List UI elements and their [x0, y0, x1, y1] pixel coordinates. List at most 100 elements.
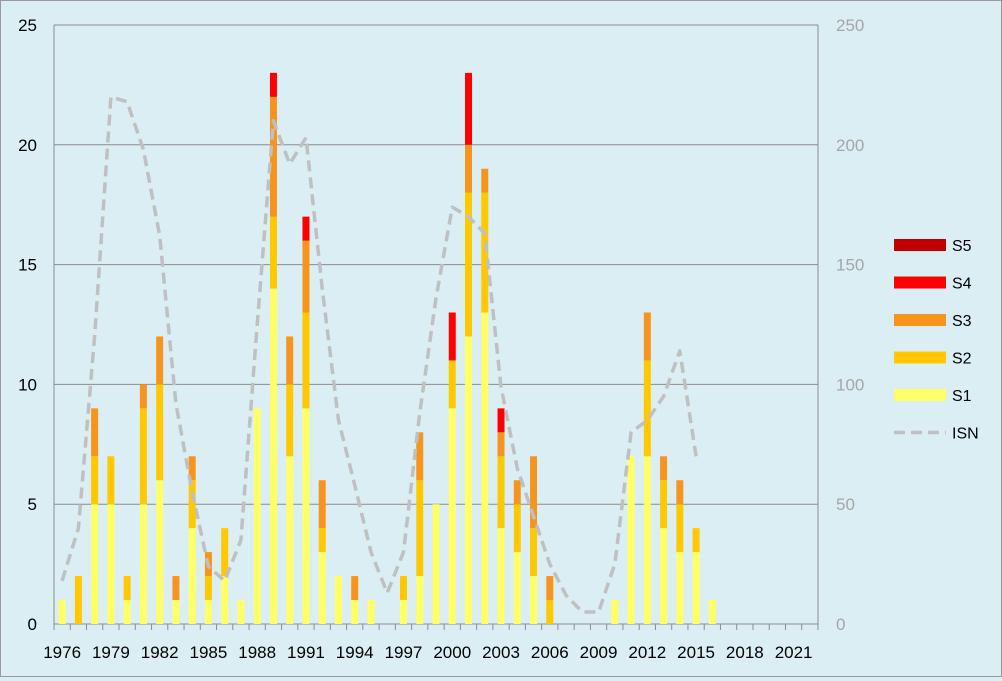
bar-s2 [513, 504, 521, 553]
bar-s1 [692, 552, 700, 624]
bar-s2 [676, 504, 684, 553]
isn-line [60, 95, 698, 614]
bar-s2 [74, 576, 82, 624]
bar-s1 [367, 600, 375, 624]
legend-label-s4: S4 [952, 276, 972, 293]
bar-s1 [465, 336, 473, 624]
bar-s1 [221, 576, 229, 624]
bar-s3 [269, 96, 277, 217]
bar-s1 [351, 600, 359, 624]
bar-s1 [497, 528, 505, 624]
x-axis-tick-label: 1994 [336, 643, 374, 662]
bar-s3 [286, 336, 294, 385]
x-axis-tick-label: 2003 [482, 643, 520, 662]
x-axis-tick-label: 2009 [580, 643, 618, 662]
bar-s1 [253, 408, 261, 624]
bar-s2 [139, 408, 147, 505]
bar-s3 [351, 576, 359, 601]
bar-s2 [156, 384, 164, 481]
bar-s2 [643, 360, 651, 457]
bar-s2 [107, 456, 115, 505]
bar-s1 [156, 480, 164, 624]
bar-s2 [188, 480, 196, 529]
bar-s1 [286, 456, 294, 624]
bar-s1 [481, 312, 489, 624]
bar-s1 [432, 504, 440, 624]
x-axis-tick-label: 2000 [433, 643, 471, 662]
legend-label-isn: ISN [952, 426, 979, 443]
bar-s2 [497, 456, 505, 529]
left-axis-tick-label: 20 [18, 136, 37, 155]
bar-s2 [123, 576, 131, 601]
left-axis-tick-label: 5 [28, 495, 37, 514]
bar-s2 [481, 192, 489, 313]
left-axis-tick-label: 15 [18, 256, 37, 275]
legend-swatch-s4 [894, 276, 946, 289]
bar-s1 [237, 600, 245, 624]
legend-swatch-s3 [894, 314, 946, 326]
legend-label-s5: S5 [952, 238, 972, 255]
bar-s3 [676, 480, 684, 505]
legend-label-s3: S3 [952, 313, 972, 330]
bar-s1 [416, 576, 424, 624]
x-axis-tick-label: 1976 [43, 643, 81, 662]
bar-s2 [399, 576, 407, 601]
right-axis-tick-label: 0 [836, 615, 845, 634]
left-axis-tick-label: 0 [28, 615, 37, 634]
bar-s3 [546, 576, 554, 601]
bar-s1 [172, 600, 180, 624]
gridlines [54, 24, 818, 625]
legend-swatch-s5 [894, 239, 946, 251]
bar-s2 [660, 480, 668, 529]
bar-s1 [676, 552, 684, 624]
bar-s3 [91, 408, 99, 457]
bars [58, 72, 716, 624]
bar-s2 [204, 576, 212, 601]
bar-s2 [546, 600, 554, 624]
bar-s1 [58, 600, 66, 624]
x-axis-tick-label: 1985 [190, 643, 228, 662]
bar-s1 [708, 600, 716, 624]
legend: S5 S4 S3 S2 S1 ISN [894, 238, 979, 443]
bar-s3 [172, 576, 180, 601]
bar-s2 [448, 360, 456, 409]
legend-label-s2: S2 [952, 351, 972, 368]
bar-s1 [611, 600, 619, 624]
bar-s2 [318, 528, 326, 553]
left-axis-tick-label: 10 [18, 375, 37, 394]
bar-s2 [269, 216, 277, 289]
right-axis-tick-label: 250 [836, 16, 864, 35]
bar-s3 [156, 336, 164, 385]
bar-s3 [302, 240, 310, 313]
left-axis-tick-label: 25 [18, 16, 37, 35]
bar-s3 [416, 432, 424, 481]
bar-s1 [139, 504, 147, 624]
x-axis-tick-label: 1979 [92, 643, 130, 662]
bar-s2 [692, 528, 700, 553]
bar-s3 [643, 312, 651, 361]
bar-s1 [399, 600, 407, 624]
bar-s2 [302, 312, 310, 409]
bar-s4 [448, 312, 456, 361]
x-axis-tick-label: 2015 [677, 643, 715, 662]
bar-s3 [660, 456, 668, 481]
bar-s1 [530, 576, 538, 624]
bar-s3 [465, 144, 473, 193]
bar-s2 [286, 384, 294, 457]
legend-label-s1: S1 [952, 388, 972, 405]
bar-s1 [643, 456, 651, 624]
bar-s3 [530, 456, 538, 529]
bar-s1 [513, 552, 521, 624]
bar-s1 [91, 504, 99, 624]
bar-s1 [302, 408, 310, 624]
bar-s2 [91, 456, 99, 505]
bar-s4 [497, 408, 505, 433]
bar-s4 [302, 216, 310, 241]
bar-s2 [465, 192, 473, 337]
bar-s3 [481, 168, 489, 193]
bar-s1 [204, 600, 212, 624]
bar-s1 [188, 528, 196, 624]
bar-s1 [334, 576, 342, 624]
